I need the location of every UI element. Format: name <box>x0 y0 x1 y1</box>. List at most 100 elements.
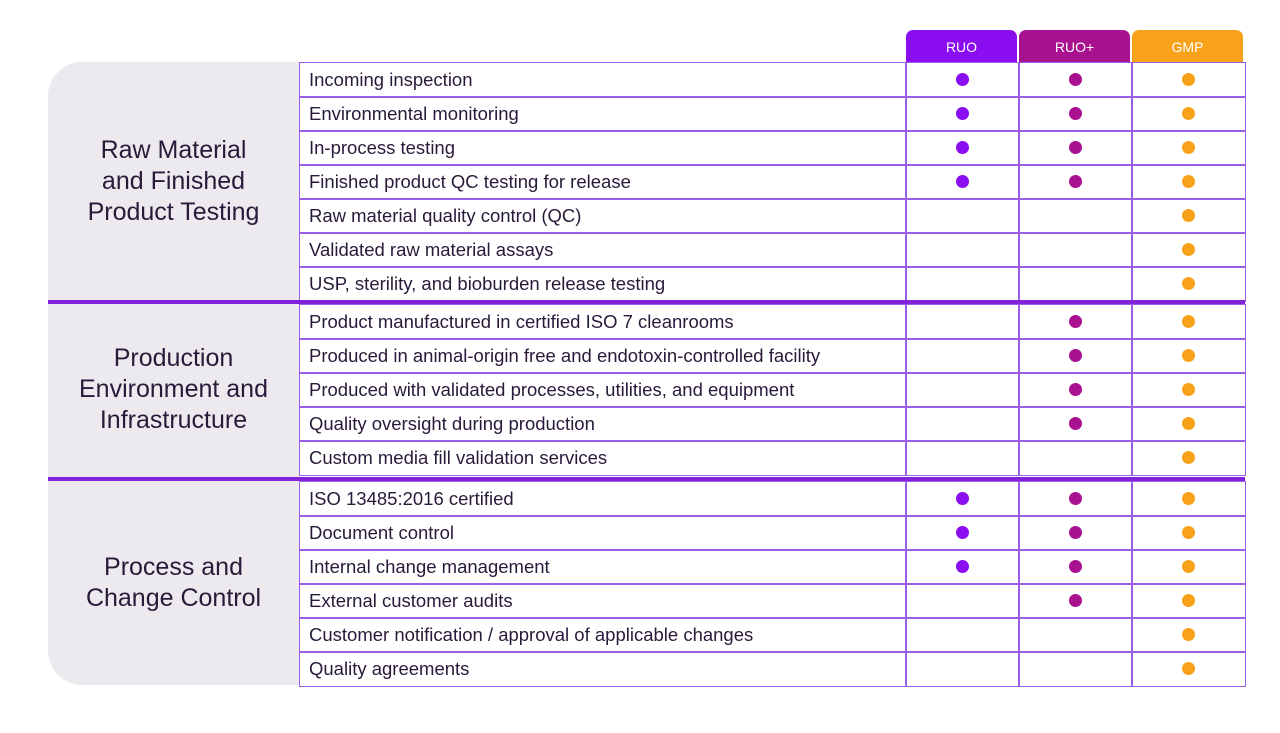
tier-cell <box>1018 372 1133 408</box>
tier-cell <box>1018 130 1133 166</box>
section-divider <box>48 300 1245 304</box>
tier-dot <box>1068 383 1082 396</box>
section-label-line: Infrastructure <box>99 405 248 434</box>
tier-cell <box>905 130 1020 166</box>
section-label: Process and Change Control <box>48 481 299 685</box>
tier-dot <box>1068 492 1082 505</box>
tier-cell <box>1018 440 1133 476</box>
tier-dot <box>955 107 969 120</box>
tier-cell <box>1018 515 1133 551</box>
section-label-line: Change Control <box>85 584 262 612</box>
tier-dot <box>1181 451 1195 464</box>
tier-cell <box>1018 481 1133 517</box>
tier-cell <box>1131 96 1246 132</box>
tier-dot <box>1068 594 1082 607</box>
tier-dot <box>1181 277 1195 290</box>
tier-cell <box>1131 617 1246 653</box>
tier-cell <box>905 96 1020 132</box>
tier-dot <box>1068 107 1082 120</box>
feature-cell: Quality agreements <box>299 651 907 687</box>
tier-cell <box>905 372 1020 408</box>
feature-cell: Produced in animal-origin free and endot… <box>299 338 907 374</box>
tier-cell <box>1131 481 1246 517</box>
feature-cell: ISO 13485:2016 certified <box>299 481 907 517</box>
tier-dot <box>1068 175 1082 188</box>
tier-dot <box>1181 175 1195 188</box>
tier-header: RUO <box>906 30 1017 63</box>
tier-cell <box>1018 338 1133 374</box>
section-label-line: Production <box>113 343 234 372</box>
feature-cell: Custom media fill validation services <box>299 440 907 476</box>
tier-cell <box>905 304 1020 340</box>
feature-cell: Raw material quality control (QC) <box>299 198 907 234</box>
tier-dot <box>955 526 969 539</box>
tier-dot <box>1068 73 1082 86</box>
feature-cell: Quality oversight during production <box>299 406 907 442</box>
tier-dot <box>1181 383 1195 396</box>
tier-cell <box>1131 198 1246 234</box>
tier-cell <box>1018 617 1133 653</box>
section-label: Raw Material and Finished Product Testing <box>48 62 299 300</box>
feature-cell: Finished product QC testing for release <box>299 164 907 200</box>
tier-dot <box>1181 560 1195 573</box>
tier-dot <box>955 73 969 86</box>
tier-cell <box>905 617 1020 653</box>
tier-cell <box>1018 232 1133 268</box>
tier-cell <box>905 651 1020 687</box>
tier-dot <box>1181 243 1195 256</box>
feature-cell: USP, sterility, and bioburden release te… <box>299 266 907 302</box>
tier-cell <box>1131 62 1246 98</box>
tier-cell <box>1018 266 1133 302</box>
tier-dot <box>1181 417 1195 430</box>
tier-cell <box>1018 198 1133 234</box>
tier-cell <box>905 164 1020 200</box>
tier-dot <box>1181 141 1195 154</box>
tier-dot <box>1068 141 1082 154</box>
tier-cell <box>1018 583 1133 619</box>
tier-cell <box>905 338 1020 374</box>
tier-cell <box>1131 440 1246 476</box>
tier-cell <box>1131 232 1246 268</box>
tier-cell <box>905 583 1020 619</box>
tier-dot <box>1068 349 1082 362</box>
section-divider <box>48 477 1245 481</box>
tier-cell <box>1131 338 1246 374</box>
feature-cell: Environmental monitoring <box>299 96 907 132</box>
tier-cell <box>1131 583 1246 619</box>
tier-dot <box>1181 209 1195 222</box>
tier-cell <box>905 62 1020 98</box>
tier-cell <box>1131 549 1246 585</box>
tier-cell <box>1018 96 1133 132</box>
tier-cell <box>1131 372 1246 408</box>
tier-cell <box>1131 304 1246 340</box>
feature-cell: External customer audits <box>299 583 907 619</box>
tier-dot <box>1181 662 1195 675</box>
tier-cell <box>1131 515 1246 551</box>
tier-dot <box>1181 526 1195 539</box>
section-label-line: Environment and <box>78 374 268 403</box>
feature-cell: Internal change management <box>299 549 907 585</box>
feature-cell: Document control <box>299 515 907 551</box>
tier-dot <box>1181 107 1195 120</box>
tier-cell <box>905 406 1020 442</box>
feature-cell: In-process testing <box>299 130 907 166</box>
tier-cell <box>1131 651 1246 687</box>
tier-header: GMP <box>1132 30 1243 63</box>
tier-cell <box>905 232 1020 268</box>
section-label-line: Process and <box>104 553 243 581</box>
tier-dot <box>1068 560 1082 573</box>
tier-cell <box>1018 651 1133 687</box>
tier-dot <box>1181 628 1195 641</box>
tier-cell <box>1131 164 1246 200</box>
tier-header: RUO+ <box>1019 30 1130 63</box>
tier-dot <box>955 492 969 505</box>
tier-dot <box>1068 417 1082 430</box>
section-label-line: Raw Material <box>100 135 247 164</box>
tier-dot <box>1181 315 1195 328</box>
tier-cell <box>1018 304 1133 340</box>
feature-cell: Validated raw material assays <box>299 232 907 268</box>
tier-dot <box>955 175 969 188</box>
feature-cell: Customer notification / approval of appl… <box>299 617 907 653</box>
tier-dot <box>1181 492 1195 505</box>
